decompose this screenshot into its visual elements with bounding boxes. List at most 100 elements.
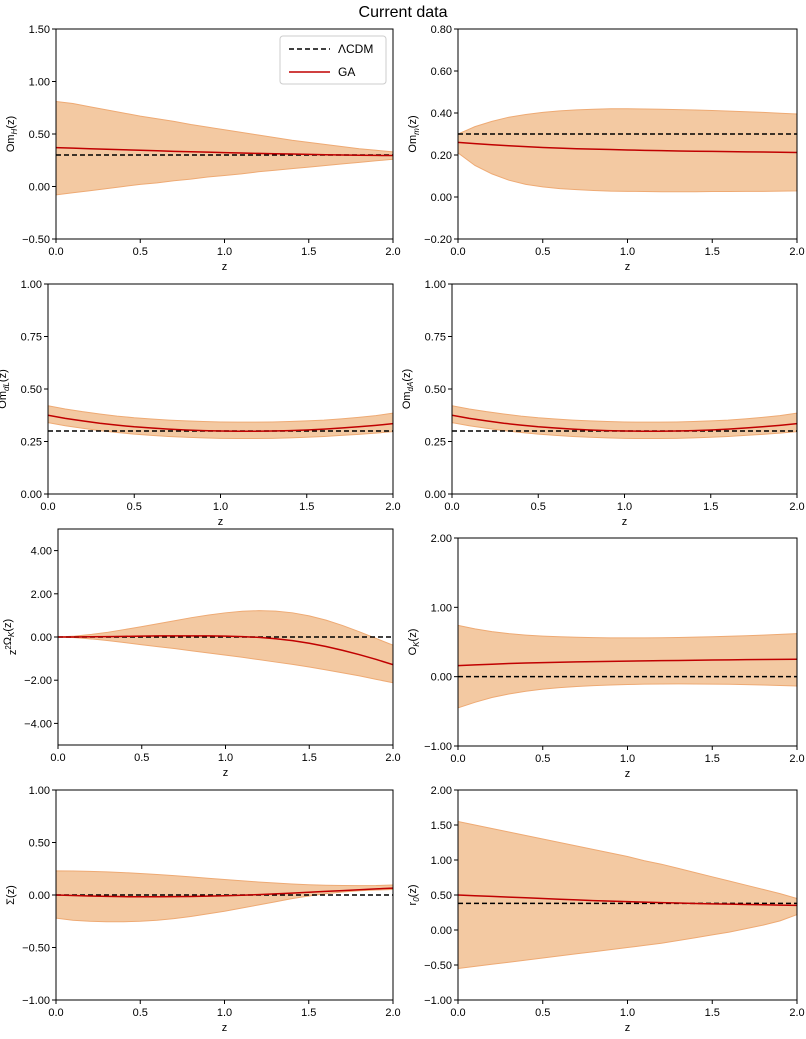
x-tick-label-r0: 1.5 <box>705 1007 720 1019</box>
plot-area-sigma <box>56 870 393 923</box>
y-tick-label-omdl: 0.50 <box>21 384 42 396</box>
x-tick-label-z2ok: 0.0 <box>50 752 65 764</box>
ga-line-omh <box>56 146 393 157</box>
y-axis-label-omda: OmdA(z) <box>401 369 415 409</box>
panels-container: 0.0 0.5 1.0 1.5 2.0 z −0.50 0.00 0.50 1.00 1.50 OmH… <box>0 24 805 1034</box>
axes-frame-omdl <box>47 283 394 495</box>
x-axis-label-ok: z <box>625 768 631 780</box>
x-tick-label-omm: 1.0 <box>620 246 635 258</box>
y-tick-label-r0: 0.50 <box>431 890 452 902</box>
y-tick-label-omda: 0.75 <box>425 332 446 344</box>
x-tick-label-r0: 0.5 <box>535 1007 550 1019</box>
y-tick-label-omdl: 0.25 <box>21 437 42 449</box>
x-tick-label-omdl: 0.0 <box>40 501 55 513</box>
x-tick-label-sigma: 1.0 <box>217 1007 232 1019</box>
y-tick-label-omm: 0.60 <box>431 66 452 78</box>
x-axis-label-omm: z <box>625 261 631 273</box>
plot-area-ok <box>458 624 797 709</box>
y-tick-label-z2ok: 4.00 <box>31 546 52 558</box>
ga-line-z2ok <box>58 635 393 666</box>
y-axis-label-omm: Omm(z) <box>407 115 421 152</box>
plot-area-omdl <box>48 405 393 440</box>
panel-omda: 0.0 0.5 1.0 1.5 2.0 z 0.00 0.25 0.50 0.75 1.00 OmdA… <box>401 279 805 528</box>
x-tick-label-ok: 1.5 <box>705 753 720 765</box>
figure-title: Current data <box>359 4 448 21</box>
y-tick-label-z2ok: −4.00 <box>24 718 52 730</box>
y-tick-label-r0: 1.00 <box>431 855 452 867</box>
y-tick-label-omda: 0.50 <box>425 384 446 396</box>
plot-area-omda <box>452 405 797 440</box>
confidence-band-z2ok <box>58 610 393 684</box>
plot-area-z2ok <box>58 610 393 684</box>
x-tick-label-ok: 1.0 <box>620 753 635 765</box>
panel-r0: 0.0 0.5 1.0 1.5 2.0 z −1.00 −0.50 0.00 0.50 1.00 1.… <box>407 785 805 1034</box>
x-tick-label-omm: 0.0 <box>450 246 465 258</box>
y-tick-label-omh: −0.50 <box>22 234 50 246</box>
y-axis-label-omh: OmH(z) <box>5 116 19 152</box>
x-tick-label-sigma: 0.5 <box>133 1007 148 1019</box>
x-tick-label-omda: 0.5 <box>531 501 546 513</box>
confidence-band-r0 <box>458 820 797 970</box>
ga-line-r0 <box>458 894 797 907</box>
y-tick-label-ok: 2.00 <box>431 533 452 545</box>
panel-omh: 0.0 0.5 1.0 1.5 2.0 z −0.50 0.00 0.50 1.00 1.50 OmH… <box>5 24 401 273</box>
x-tick-label-omda: 2.0 <box>789 501 804 513</box>
x-tick-label-omm: 1.5 <box>705 246 720 258</box>
legend: ΛCDM GA <box>279 35 387 85</box>
x-tick-label-r0: 0.0 <box>450 1007 465 1019</box>
panel-sigma: 0.0 0.5 1.0 1.5 2.0 z −1.00 −0.50 0.00 0.50 1.00 Σ(… <box>5 785 401 1034</box>
x-tick-label-r0: 1.0 <box>620 1007 635 1019</box>
y-tick-label-omh: 1.00 <box>29 77 50 89</box>
y-tick-label-r0: 1.50 <box>431 820 452 832</box>
ga-line-omdl <box>48 414 393 432</box>
x-tick-label-sigma: 2.0 <box>385 1007 400 1019</box>
plot-area-omh <box>56 100 393 196</box>
confidence-band-omda <box>452 405 797 440</box>
x-tick-label-sigma: 1.5 <box>301 1007 316 1019</box>
x-tick-label-z2ok: 1.0 <box>218 752 233 764</box>
y-axis-label-sigma: Σ(z) <box>5 885 17 905</box>
confidence-band-omdl <box>48 405 393 440</box>
x-axis-label-z2ok: z <box>223 767 229 779</box>
y-tick-label-omh: 1.50 <box>29 24 50 36</box>
y-tick-label-ok: −1.00 <box>424 741 452 753</box>
y-axis-label-ok: OK(z) <box>407 629 421 656</box>
x-tick-label-omm: 2.0 <box>789 246 804 258</box>
legend-lcdm-label: ΛCDM <box>338 42 373 56</box>
x-axis-label-omh: z <box>222 261 228 273</box>
x-tick-label-ok: 2.0 <box>789 753 804 765</box>
confidence-band-ok <box>458 624 797 709</box>
x-tick-label-omdl: 1.0 <box>213 501 228 513</box>
x-axis-label-omdl: z <box>218 516 224 528</box>
y-axis-label-r0: r0(z) <box>407 885 421 906</box>
y-tick-label-z2ok: −2.00 <box>24 675 52 687</box>
y-tick-label-ok: 0.00 <box>431 672 452 684</box>
axes-frame-omda <box>451 283 798 495</box>
x-tick-label-omh: 0.0 <box>48 246 63 258</box>
panel-ok: 0.0 0.5 1.0 1.5 2.0 z −1.00 0.00 1.00 2.00 OK(z) <box>407 533 805 780</box>
y-tick-label-r0: 2.00 <box>431 785 452 797</box>
y-tick-label-omm: −0.20 <box>424 234 452 246</box>
legend-ga-label: GA <box>338 65 355 79</box>
y-tick-label-omh: 0.50 <box>29 129 50 141</box>
x-tick-label-z2ok: 0.5 <box>134 752 149 764</box>
plot-area-r0 <box>458 820 797 970</box>
x-tick-label-omh: 1.0 <box>217 246 232 258</box>
y-tick-label-sigma: −1.00 <box>22 995 50 1007</box>
ga-line-ok <box>458 658 797 667</box>
x-tick-label-omm: 0.5 <box>535 246 550 258</box>
x-tick-label-omdl: 0.5 <box>127 501 142 513</box>
panel-z2ok: 0.0 0.5 1.0 1.5 2.0 z −4.00 −2.00 0.00 2.00 4.00 z2… <box>2 528 401 779</box>
y-tick-label-omdl: 1.00 <box>21 279 42 291</box>
y-tick-label-omda: 0.25 <box>425 437 446 449</box>
y-tick-label-z2ok: 0.00 <box>31 632 52 644</box>
x-axis-label-sigma: z <box>222 1022 228 1034</box>
ga-line-omm <box>458 141 797 154</box>
y-tick-label-omm: 0.40 <box>431 108 452 120</box>
x-tick-label-ok: 0.5 <box>535 753 550 765</box>
x-tick-label-omda: 1.0 <box>617 501 632 513</box>
panel-omm: 0.0 0.5 1.0 1.5 2.0 z −0.20 0.00 0.20 0.40 0.60 0.8… <box>407 24 805 273</box>
y-tick-label-omm: 0.20 <box>431 150 452 162</box>
y-tick-label-omm: 0.00 <box>431 192 452 204</box>
